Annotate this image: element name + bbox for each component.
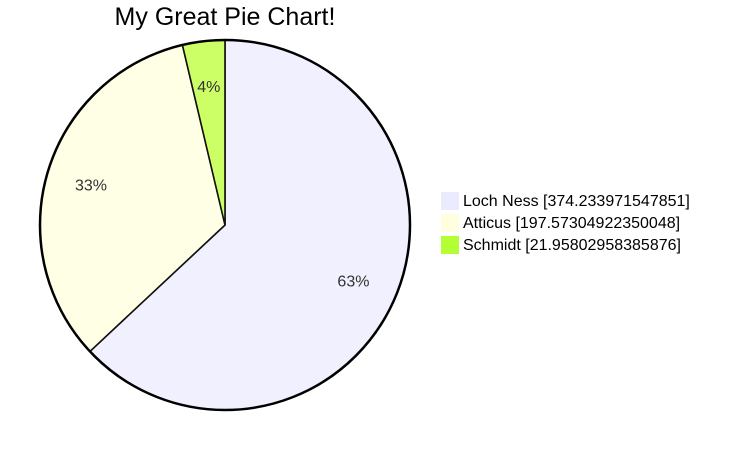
legend-swatch (441, 236, 459, 254)
slice-percent-label-atticus: 33% (75, 178, 107, 195)
legend-entry-text: Atticus [197.57304922350048] (463, 215, 680, 232)
legend-swatch (441, 192, 459, 210)
slice-percent-label-loch-ness: 63% (337, 274, 369, 291)
legend-entry-text: Loch Ness [374.233971547851] (463, 193, 690, 210)
slice-labels: 63% 33% 4% (75, 79, 369, 291)
pie-slices (39, 39, 411, 411)
chart-title: My Great Pie Chart! (115, 3, 336, 31)
legend-entry-text: Schmidt [21.95802958385876] (463, 237, 681, 254)
legend-swatch (441, 214, 459, 232)
pie-outline (38, 38, 412, 412)
legend: Loch Ness [374.233971547851] Atticus [197… (441, 192, 690, 254)
slice-percent-label-schmidt: 4% (197, 79, 220, 96)
